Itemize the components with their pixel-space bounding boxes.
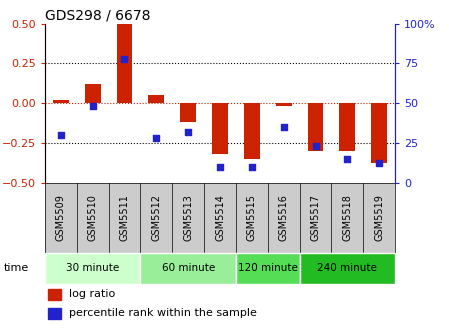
Text: GSM5509: GSM5509 (56, 194, 66, 241)
Bar (85, 84, 101, 103)
Text: 240 minute: 240 minute (317, 263, 377, 274)
Bar (276, 103, 292, 106)
Bar (48, 308, 61, 319)
Bar (236, 253, 299, 284)
Text: GSM5516: GSM5516 (279, 194, 289, 241)
Point (121, 56, 128, 61)
Bar (339, 103, 355, 151)
Text: GSM5517: GSM5517 (311, 194, 321, 241)
Point (185, 129, 192, 134)
Text: GSM5511: GSM5511 (119, 194, 129, 241)
Text: percentile rank within the sample: percentile rank within the sample (70, 308, 257, 319)
Point (57, 132, 64, 137)
Text: 30 minute: 30 minute (66, 263, 119, 274)
Bar (212, 103, 228, 154)
Bar (308, 103, 323, 151)
Point (344, 156, 351, 161)
Bar (371, 103, 387, 164)
Point (312, 143, 319, 149)
Text: GDS298 / 6678: GDS298 / 6678 (45, 8, 150, 23)
Bar (48, 289, 61, 300)
Text: GSM5518: GSM5518 (343, 194, 352, 241)
Text: log ratio: log ratio (70, 289, 116, 299)
Text: GSM5515: GSM5515 (247, 194, 257, 241)
Bar (141, 253, 236, 284)
Text: GSM5514: GSM5514 (215, 194, 225, 241)
Text: GSM5519: GSM5519 (374, 194, 384, 241)
Bar (244, 103, 260, 159)
Text: time: time (4, 263, 29, 274)
Bar (299, 253, 395, 284)
Point (89, 103, 96, 109)
Point (153, 135, 160, 141)
Point (248, 164, 255, 169)
Text: GSM5510: GSM5510 (88, 194, 97, 241)
Bar (117, 24, 132, 103)
Bar (45, 253, 141, 284)
Text: GSM5512: GSM5512 (151, 194, 161, 241)
Bar (180, 103, 196, 122)
Point (216, 164, 224, 169)
Text: 120 minute: 120 minute (238, 263, 298, 274)
Text: 60 minute: 60 minute (162, 263, 215, 274)
Bar (53, 100, 69, 103)
Text: GSM5513: GSM5513 (183, 194, 193, 241)
Point (280, 124, 287, 130)
Bar (148, 95, 164, 103)
Point (376, 161, 383, 166)
